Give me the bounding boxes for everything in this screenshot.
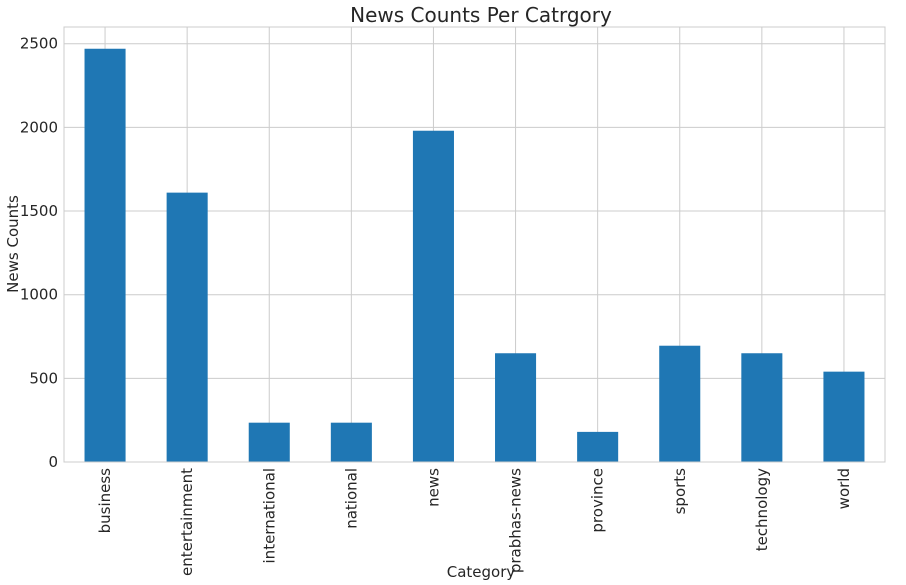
bar-international bbox=[248, 422, 290, 462]
x-tick-label-international: international bbox=[260, 468, 278, 563]
x-tick-label-news: news bbox=[424, 468, 442, 507]
x-tick-labels: business entertainment international nation… bbox=[96, 468, 853, 576]
chart-title: News Counts Per Catrgory bbox=[350, 3, 612, 27]
plot-frame bbox=[63, 26, 886, 463]
bars bbox=[84, 48, 865, 462]
x-tick-label-province: province bbox=[589, 468, 607, 533]
bar-prabhas-news bbox=[495, 353, 537, 462]
y-tick-label: 500 bbox=[29, 369, 58, 387]
x-tick-label-sports: sports bbox=[671, 468, 689, 515]
x-tick-label-prabhas-news: prabhas-news bbox=[507, 468, 525, 573]
x-tick-label-entertainment: entertainment bbox=[178, 468, 196, 576]
x-tick-label-technology: technology bbox=[753, 468, 771, 551]
bar-national bbox=[330, 422, 372, 462]
bar-technology bbox=[741, 353, 783, 462]
x-tick-label-business: business bbox=[96, 468, 114, 534]
y-tick-label: 2500 bbox=[20, 35, 58, 53]
x-axis-label: Category bbox=[447, 563, 516, 581]
bar-province bbox=[577, 431, 619, 462]
y-tick-labels: 0 500 1000 1500 2000 2500 bbox=[20, 35, 58, 471]
bar-news bbox=[412, 130, 454, 462]
y-axis-label: News Counts bbox=[4, 195, 22, 293]
bar-world bbox=[823, 371, 865, 462]
bar-sports bbox=[659, 345, 701, 462]
y-tick-label: 2000 bbox=[20, 118, 58, 136]
y-tick-label: 1500 bbox=[20, 202, 58, 220]
x-tick-label-world: world bbox=[835, 468, 853, 509]
x-tick-label-national: national bbox=[342, 468, 360, 529]
bar-business bbox=[84, 48, 126, 462]
bar-entertainment bbox=[166, 192, 208, 462]
y-tick-label: 0 bbox=[48, 453, 58, 471]
y-tick-label: 1000 bbox=[20, 286, 58, 304]
